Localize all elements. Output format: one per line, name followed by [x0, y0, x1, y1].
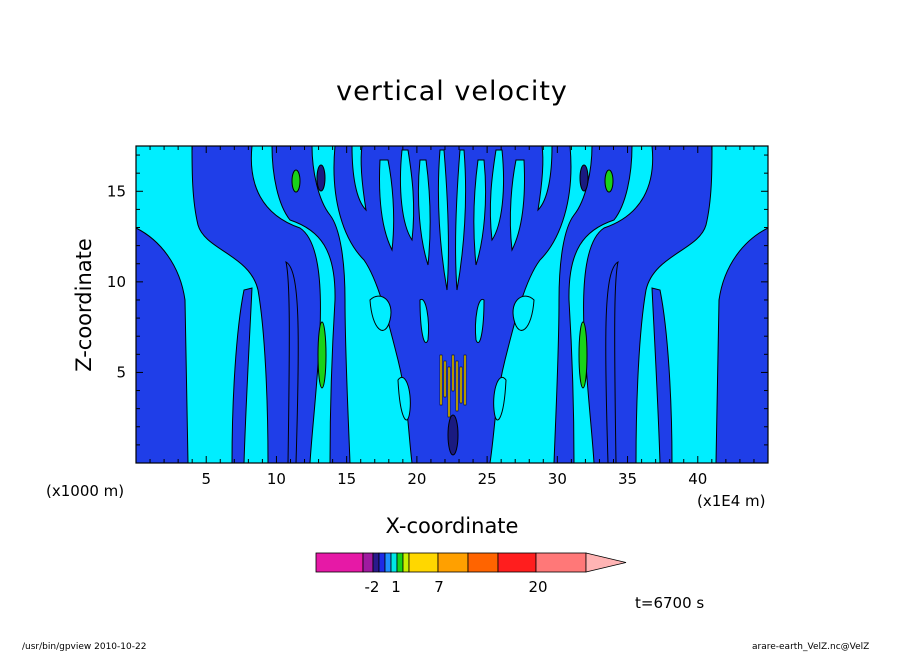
contour-cell-updraft-4 [578, 321, 588, 389]
contour-cell-weak-6 [489, 149, 504, 242]
colorbar-extend-arrow [585, 552, 627, 573]
x-tick-label-5: 5 [201, 470, 211, 488]
contour-cell-strong-down-2 [579, 164, 589, 192]
colorbar-segment-1 [315, 552, 364, 573]
contour-cell-weak-10 [455, 149, 467, 291]
contour-cell-weak-15 [419, 298, 429, 343]
colorbar-level-label-1: 1 [391, 578, 401, 596]
contour-cell-strong-down-1 [316, 164, 326, 192]
footer-program-info: /usr/bin/gpview 2010-10-22 [22, 642, 147, 652]
colorbar-segment-5 [384, 552, 392, 573]
y-tick-label-10: 10 [107, 273, 126, 291]
contour-band-downdraft-5 [231, 287, 253, 464]
contour-band-downdraft-1 [135, 227, 189, 464]
contour-band-downdraft-2 [715, 227, 769, 464]
colorbar-segment-4 [378, 552, 386, 573]
contour-band-downdraft-6 [651, 287, 673, 464]
contour-cell-weak-5 [400, 149, 415, 242]
contour-cell-weak-13 [397, 377, 411, 421]
x-tick-label-15: 15 [337, 470, 356, 488]
contour-cell-strong-up-6 [459, 366, 463, 404]
contour-cell-weak-14 [493, 377, 507, 421]
contour-cell-strong-up-7 [463, 354, 467, 406]
colorbar-segment-11 [467, 552, 499, 573]
contour-cell-updraft-1 [291, 169, 301, 193]
contour-cell-updraft-2 [604, 169, 614, 193]
x-tick-label-40: 40 [688, 470, 707, 488]
contour-cell-strong-up-4 [451, 354, 455, 392]
contour-cell-weak-8 [473, 159, 487, 266]
contour-cell-strong-up-2 [443, 360, 447, 398]
y-tick-label-5: 5 [116, 363, 126, 381]
colorbar-segment-10 [437, 552, 469, 573]
x-tick-label-20: 20 [407, 470, 426, 488]
colorbar-segment-8 [402, 552, 410, 573]
contour-cell-weak-2 [537, 145, 553, 212]
plot-frame [135, 145, 769, 464]
x-tick-label-35: 35 [618, 470, 637, 488]
y-axis-label: Z-coordinate [72, 238, 96, 372]
colorbar-segment-6 [390, 552, 398, 573]
chart-title: vertical velocity [336, 76, 568, 107]
colorbar-segment-9 [408, 552, 439, 573]
contour-cell-updraft-3 [317, 321, 327, 389]
contour-cell-weak-12 [512, 295, 535, 331]
time-annotation: t=6700 s [635, 594, 705, 612]
x-tick-label-10: 10 [267, 470, 286, 488]
colorbar-level-label--2: -2 [365, 578, 380, 596]
colorbar-segment-2 [362, 552, 374, 573]
contour-cell-weak-3 [379, 159, 395, 252]
y-axis-unit: (x1000 m) [46, 482, 125, 500]
contour-cell-strong-up-3 [447, 366, 451, 418]
x-axis-unit: (x1E4 m) [697, 492, 766, 510]
x-tick-label-30: 30 [548, 470, 567, 488]
contour-cell-weak-11 [369, 295, 392, 331]
contour-cell-weak-4 [509, 159, 525, 252]
contour-cell-weak-7 [417, 159, 431, 266]
contour-cell-weak-16 [475, 298, 485, 343]
x-tick-label-25: 25 [478, 470, 497, 488]
footer-file-info: arare-earth_VelZ.nc@VelZ [752, 642, 870, 652]
contour-cell-weak-1 [351, 145, 367, 212]
contour-cell-strong-down-3 [447, 414, 459, 456]
colorbar-segment-13 [535, 552, 587, 573]
colorbar-level-label-7: 7 [434, 578, 444, 596]
contour-cell-strong-up-1 [439, 354, 443, 406]
contour-cell-strong-up-5 [455, 360, 459, 412]
y-tick-label-15: 15 [107, 182, 126, 200]
colorbar-segment-7 [396, 552, 404, 573]
colorbar-segment-3 [372, 552, 380, 573]
contour-cell-weak-9 [437, 149, 449, 291]
colorbar-level-label-20: 20 [528, 578, 547, 596]
x-axis-label: X-coordinate [385, 514, 519, 538]
colorbar-segment-12 [497, 552, 537, 573]
